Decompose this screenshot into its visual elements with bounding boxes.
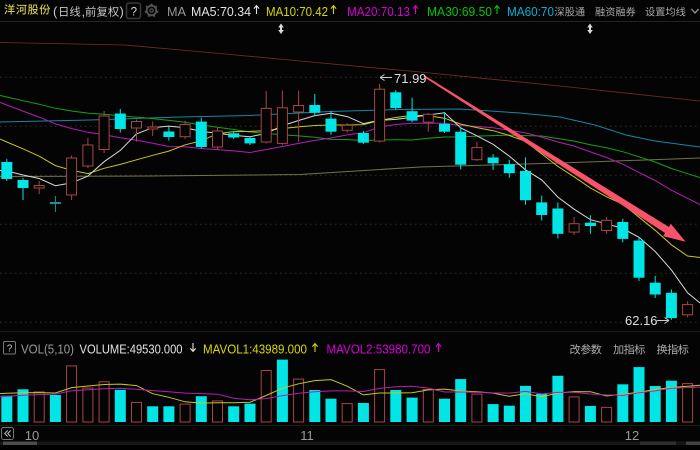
svg-text:62.16: 62.16 bbox=[625, 313, 658, 328]
svg-text:MA30:69.50: MA30:69.50 bbox=[427, 4, 492, 19]
svg-text:MA10:70.42: MA10:70.42 bbox=[266, 4, 328, 19]
svg-text:?: ? bbox=[7, 344, 13, 355]
svg-text:MAVOL1:43989.000: MAVOL1:43989.000 bbox=[203, 343, 307, 357]
svg-text:12: 12 bbox=[625, 428, 639, 443]
svg-text:71.99: 71.99 bbox=[394, 71, 427, 86]
svg-text:MAVOL2:53980.700: MAVOL2:53980.700 bbox=[327, 343, 431, 357]
svg-text:11: 11 bbox=[300, 428, 314, 443]
svg-text:MA5:70.34: MA5:70.34 bbox=[191, 4, 251, 19]
svg-text:10: 10 bbox=[25, 428, 39, 443]
svg-text:): ) bbox=[120, 4, 124, 19]
svg-text:,: , bbox=[82, 4, 86, 19]
svg-text:VOLUME:49530.000: VOLUME:49530.000 bbox=[80, 343, 183, 357]
svg-text:(: ( bbox=[53, 4, 58, 19]
svg-text:MA: MA bbox=[167, 4, 186, 19]
svg-text:MA20:70.13: MA20:70.13 bbox=[347, 4, 410, 19]
svg-text:MA60:70: MA60:70 bbox=[507, 4, 554, 19]
svg-text:VOL(5,10): VOL(5,10) bbox=[21, 343, 74, 357]
svg-text:?: ? bbox=[131, 6, 137, 18]
